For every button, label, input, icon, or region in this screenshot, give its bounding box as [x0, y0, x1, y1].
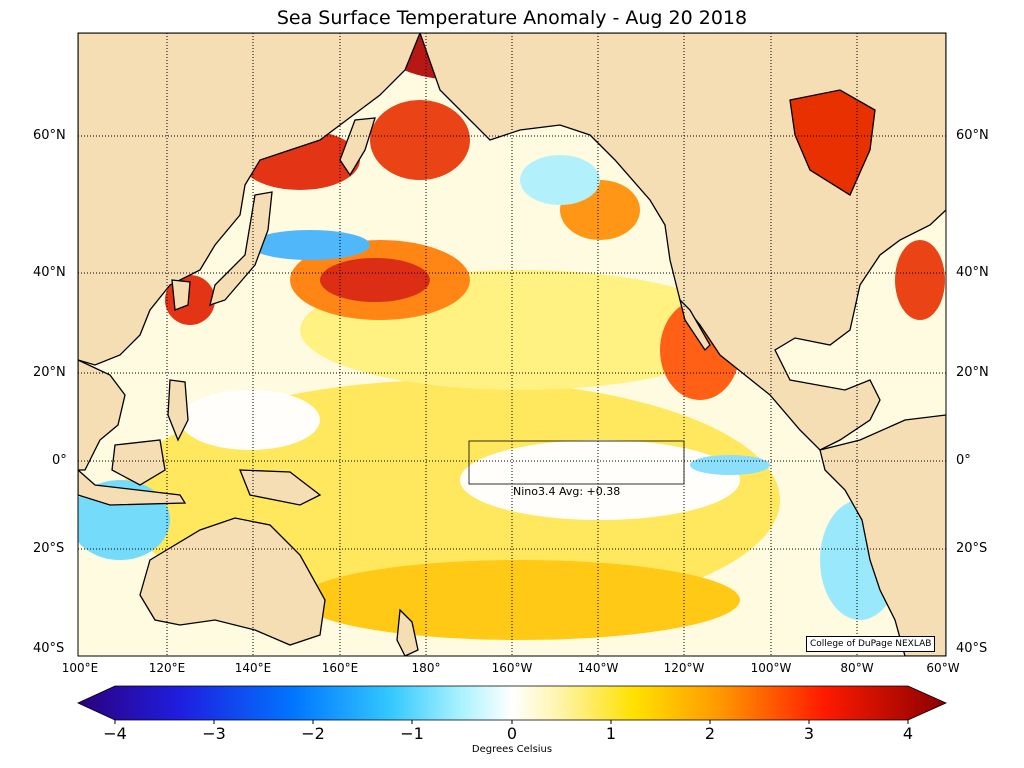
map-title: Sea Surface Temperature Anomaly - Aug 20… [276, 7, 748, 29]
land [78, 33, 946, 656]
lat-label-right: 0° [956, 453, 971, 468]
lat-label-left: 40°N [33, 265, 66, 280]
lat-label-left: 40°S [33, 641, 65, 656]
lon-label: 80°W [840, 661, 874, 675]
lon-label: 180° [411, 661, 441, 675]
colorbar-tick: −3 [202, 724, 226, 743]
colorbar [77, 685, 947, 724]
lat-label-right: 40°S [956, 641, 988, 656]
colorbar-tick: 2 [704, 724, 716, 743]
lat-label-right: 20°S [956, 541, 988, 556]
colorbar-tick: −4 [103, 724, 127, 743]
colorbar-tick: 4 [902, 724, 914, 743]
colorbar-tick: 1 [605, 724, 617, 743]
lat-label-left: 20°N [33, 365, 66, 380]
colorbar-tick: 0 [506, 724, 518, 743]
lon-label: 120°E [148, 661, 186, 675]
credit-badge: College of DuPage NEXLAB [806, 636, 936, 652]
lon-label: 120°W [663, 661, 705, 675]
lat-label-right: 20°N [956, 365, 989, 380]
nino34-average-label: Nino3.4 Avg: +0.38 [513, 485, 621, 498]
lat-label-left: 60°N [33, 128, 66, 143]
lat-label-left: 0° [52, 453, 67, 468]
lon-label: 100°E [61, 661, 99, 675]
lon-label: 160°E [321, 661, 359, 675]
graticule [78, 33, 946, 656]
lat-label-left: 20°S [33, 541, 65, 556]
colorbar-tick: 3 [803, 724, 815, 743]
lat-label-right: 40°N [956, 265, 989, 280]
colorbar-tick: −1 [400, 724, 424, 743]
colorbar-label: Degrees Celsius [471, 744, 553, 755]
map-frame [77, 32, 947, 657]
nino34-box [468, 440, 685, 485]
lon-label: 100°W [750, 661, 792, 675]
lat-label-right: 60°N [956, 128, 989, 143]
colorbar-tick: −2 [301, 724, 325, 743]
lon-label: 140°W [577, 661, 619, 675]
lon-label: 160°W [491, 661, 533, 675]
lon-label: 60°W [926, 661, 960, 675]
lon-label: 140°E [234, 661, 272, 675]
